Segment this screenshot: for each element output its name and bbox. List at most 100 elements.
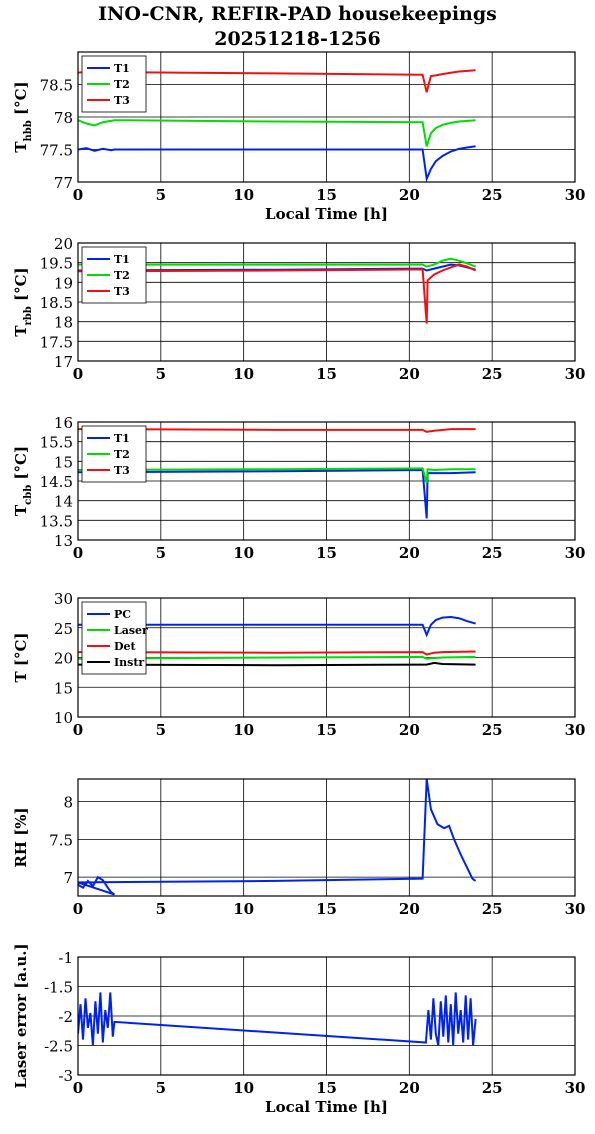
y-tick-label: 17 [54, 353, 73, 371]
series-line-t1 [78, 468, 476, 519]
y-axis-label: Tcbb [°C] [12, 446, 34, 516]
x-tick-label: 15 [316, 900, 337, 918]
x-tick-label: 20 [399, 721, 420, 739]
legend-label: T1 [114, 432, 130, 445]
x-tick-label: 30 [565, 186, 586, 204]
series-line-det [78, 650, 476, 656]
x-tick-label: 15 [316, 186, 337, 204]
chart-panel-4: 10 15 20 25 30 0 5 10 15 20 25 30 T [°C] PC Laser Det In… [12, 590, 585, 739]
plot-frame [77, 778, 576, 897]
x-tick-label: 0 [73, 900, 83, 918]
y-tick-label: 19 [54, 274, 73, 292]
title-line-1: INO-CNR, REFIR-PAD housekeepings [98, 3, 497, 25]
x-tick-label: 5 [156, 186, 166, 204]
x-tick-label: 20 [399, 900, 420, 918]
x-tick-label: 20 [399, 186, 420, 204]
x-tick-label: 25 [482, 900, 503, 918]
x-tick-label: 15 [316, 721, 337, 739]
x-axis-label: Local Time [h] [265, 1098, 388, 1116]
y-tick-label: 15 [54, 679, 73, 697]
x-axis-label: Local Time [h] [265, 205, 388, 223]
x-tick-label: 25 [482, 721, 503, 739]
y-tick-label: 7 [63, 869, 73, 887]
x-tick-label: 25 [482, 186, 503, 204]
legend-label: Instr [114, 656, 144, 669]
y-tick-label: 17.5 [40, 333, 73, 351]
x-tick-label: 5 [156, 365, 166, 383]
y-axis-label-main: RH [%] [12, 807, 30, 867]
y-axis-label: Trbb [°C] [12, 267, 34, 336]
x-tick-label: 20 [399, 365, 420, 383]
x-tick-label: 0 [73, 544, 83, 562]
y-axis-label-main: Laser error [a.u.] [12, 943, 30, 1088]
y-tick-label: 16 [54, 414, 73, 432]
y-axis-label-unit: [°C] [12, 267, 30, 306]
plot-frame [77, 242, 576, 362]
y-axis-label-main: T [12, 325, 30, 337]
series-line-data [78, 779, 477, 896]
y-axis-label: Laser error [a.u.] [12, 943, 30, 1088]
series-line-pc [78, 615, 476, 638]
y-tick-label: 13 [54, 532, 73, 550]
legend: T1 T2 T3 [81, 55, 147, 113]
y-tick-label: 8 [63, 794, 73, 812]
y-axis-label-main: T [12, 141, 30, 153]
chart-panel-6: -3 -2.5 -2 -1.5 -1 0 5 10 15 20 25 30 Local Time [h]… [12, 943, 585, 1116]
series-line-t2 [78, 467, 476, 484]
y-axis-label-main: T [°C] [12, 632, 30, 682]
x-tick-label: 0 [73, 721, 83, 739]
x-tick-label: 25 [482, 1079, 503, 1097]
x-tick-label: 20 [399, 544, 420, 562]
y-tick-label: 78.5 [40, 77, 73, 95]
y-tick-label: 15.5 [40, 434, 73, 452]
y-tick-label: 15 [54, 453, 73, 471]
series-line-data [78, 992, 477, 1046]
y-tick-label: 20 [54, 650, 73, 668]
x-tick-label: 10 [233, 544, 254, 562]
x-tick-label: 25 [482, 365, 503, 383]
x-tick-label: 0 [73, 365, 83, 383]
chart-title: INO-CNR, REFIR-PAD housekeepings 2025121… [0, 2, 595, 52]
legend-label: T2 [114, 78, 130, 91]
legend-label: T3 [114, 94, 130, 107]
y-tick-label: -1.5 [44, 979, 73, 997]
y-axis-label-subscript: cbb [23, 485, 34, 505]
x-tick-label: 30 [565, 900, 586, 918]
legend-label: Det [114, 640, 137, 653]
y-axis-label: RH [%] [12, 807, 30, 867]
y-tick-label: 19.5 [40, 255, 73, 273]
y-axis-label-main: T [12, 504, 30, 516]
y-axis-label: T [°C] [12, 632, 30, 682]
y-tick-label: -1 [58, 949, 73, 967]
series-line-t2 [78, 119, 476, 147]
series-line-laser [78, 655, 476, 660]
x-tick-label: 10 [233, 900, 254, 918]
y-tick-label: 10 [54, 709, 73, 727]
x-tick-label: 10 [233, 1079, 254, 1097]
x-tick-label: 25 [482, 544, 503, 562]
x-tick-label: 30 [565, 544, 586, 562]
plot-frame [77, 956, 576, 1076]
y-tick-label: 7.5 [49, 831, 73, 849]
x-tick-label: 15 [316, 544, 337, 562]
legend-label: T3 [114, 464, 130, 477]
x-tick-label: 0 [73, 1079, 83, 1097]
x-tick-label: 20 [399, 1079, 420, 1097]
y-tick-label: 18.5 [40, 294, 73, 312]
y-axis-label-unit: [°C] [12, 446, 30, 485]
title-line-2: 20251218-1256 [214, 28, 381, 50]
y-axis-label: Thbb [°C] [12, 81, 34, 152]
y-tick-label: 14.5 [40, 473, 73, 491]
x-tick-label: 5 [156, 721, 166, 739]
x-tick-label: 5 [156, 544, 166, 562]
x-tick-label: 5 [156, 900, 166, 918]
y-tick-label: 20 [54, 235, 73, 253]
x-tick-label: 30 [565, 1079, 586, 1097]
chart-panel-5: 7 7.5 8 0 5 10 15 20 25 30 RH [%] [12, 778, 586, 918]
x-tick-label: 15 [316, 1079, 337, 1097]
y-tick-label: -2 [58, 1008, 73, 1026]
y-tick-label: 78 [54, 109, 73, 127]
